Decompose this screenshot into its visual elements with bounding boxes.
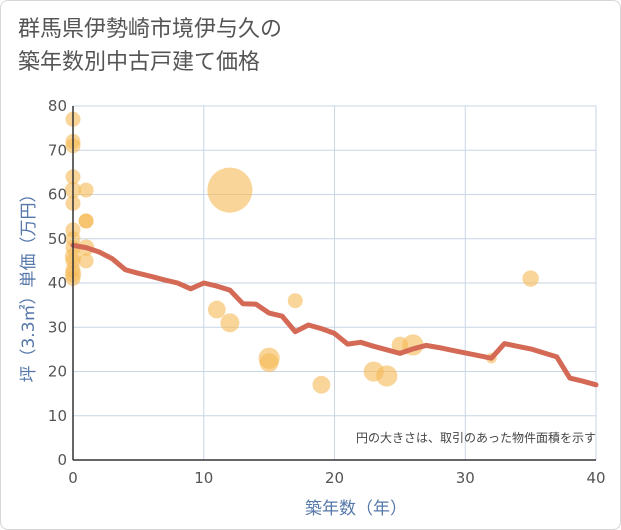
y-tick-label: 70: [48, 141, 67, 159]
data-point: [207, 167, 253, 213]
x-tick-label: 40: [586, 469, 605, 487]
y-tick-label: 40: [48, 274, 67, 292]
y-tick-label: 20: [48, 363, 67, 381]
data-point: [220, 313, 240, 333]
data-point: [287, 293, 303, 309]
data-point: [78, 213, 94, 229]
axes: 0 10 20 30 40 50 60 70 80 0 10 20 30 40: [48, 97, 606, 487]
x-axis-label: 築年数（年）: [305, 499, 407, 519]
data-point: [78, 253, 94, 269]
data-point: [78, 182, 94, 198]
trend-line: [70, 242, 599, 388]
data-point: [376, 365, 398, 387]
y-tick-label: 80: [48, 97, 67, 115]
x-tick-label: 10: [194, 469, 213, 487]
y-tick-label: 60: [48, 186, 67, 204]
chart-title: 群馬県伊勢崎市境伊与久の 築年数別中古戸建て価格: [18, 13, 282, 79]
y-axis-label: 坪（3.3㎡）単価（万円）: [19, 185, 39, 382]
x-tick-label: 20: [325, 469, 344, 487]
y-tick-label: 0: [57, 451, 67, 469]
y-tick-label: 10: [48, 407, 67, 425]
y-tick-label: 30: [48, 318, 67, 336]
chart-title-line-2: 築年数別中古戸建て価格: [18, 50, 261, 75]
chart-annotation: 円の大きさは、取引のあった物件面積を示す: [356, 430, 596, 445]
x-tick-label: 30: [456, 469, 475, 487]
chart-title-line-1: 群馬県伊勢崎市境伊与久の: [18, 17, 283, 42]
grid-lines: [72, 105, 597, 461]
y-tick-label: 50: [48, 230, 67, 248]
x-tick-label: 0: [68, 469, 78, 487]
data-point: [207, 300, 226, 319]
trend-series: [70, 242, 599, 388]
data-point: [522, 270, 539, 287]
data-point: [312, 375, 331, 394]
bubble-series: [64, 111, 539, 394]
data-point: [259, 353, 279, 373]
